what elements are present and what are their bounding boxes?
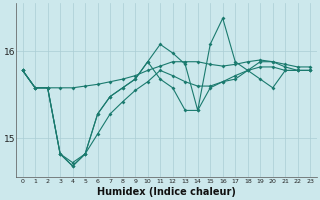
- X-axis label: Humidex (Indice chaleur): Humidex (Indice chaleur): [97, 187, 236, 197]
